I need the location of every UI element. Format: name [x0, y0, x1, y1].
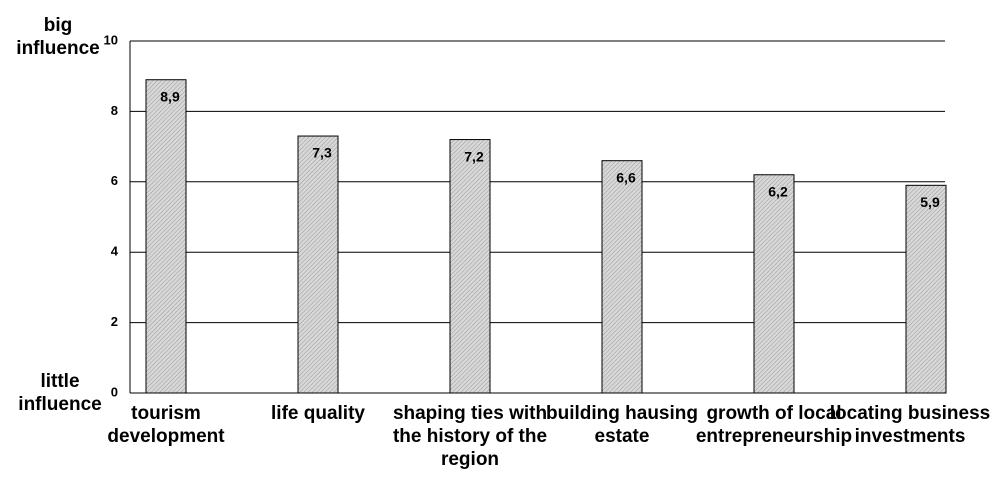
x-tick-label: building hausing estate	[546, 403, 698, 447]
x-tick-label: locating business investments	[829, 403, 991, 447]
y-tick-label: 2	[111, 314, 118, 329]
x-tick-label: growth of local entrepreneurship	[695, 403, 853, 447]
y-tick-label: 10	[104, 32, 118, 47]
x-tick-label: life quality	[271, 403, 365, 424]
x-tick-label: shaping ties with the history of the reg…	[392, 403, 548, 470]
value-label: 5,9	[920, 194, 940, 210]
value-label: 8,9	[160, 88, 180, 104]
bar	[753, 174, 795, 394]
bar	[601, 160, 643, 394]
bar	[297, 135, 339, 394]
y-tick-label: 0	[111, 384, 118, 399]
y-tick-label: 4	[111, 244, 119, 259]
annotation: little influence	[18, 371, 102, 415]
value-label: 6,6	[616, 169, 636, 185]
x-tick-label: tourism development	[107, 403, 225, 447]
annotation: big influence	[16, 15, 100, 59]
bar	[905, 184, 947, 394]
y-tick-label: 8	[111, 103, 118, 118]
value-label: 7,2	[464, 148, 484, 164]
bar	[449, 139, 491, 394]
value-label: 6,2	[768, 183, 788, 199]
y-tick-label: 6	[111, 173, 118, 188]
bar	[145, 79, 187, 394]
value-label: 7,3	[312, 145, 332, 161]
